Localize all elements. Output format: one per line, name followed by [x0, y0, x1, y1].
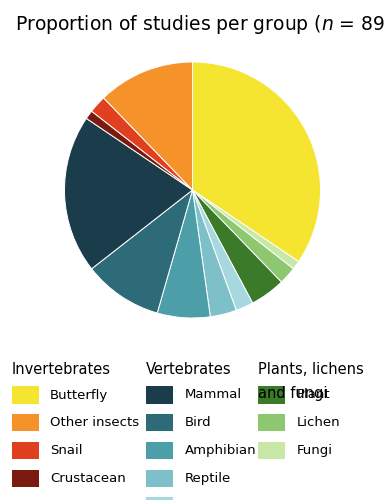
- Text: Proportion of studies per group ($n$ = 89): Proportion of studies per group ($n$ = 8…: [15, 12, 385, 36]
- Wedge shape: [192, 190, 236, 317]
- FancyBboxPatch shape: [258, 414, 285, 432]
- Wedge shape: [92, 98, 192, 190]
- Text: Crustacean: Crustacean: [50, 472, 126, 485]
- Text: Lichen: Lichen: [296, 416, 340, 429]
- Text: Reptile: Reptile: [185, 472, 231, 485]
- Wedge shape: [104, 62, 192, 190]
- FancyBboxPatch shape: [146, 414, 173, 432]
- FancyBboxPatch shape: [12, 414, 38, 432]
- Text: Amphibian: Amphibian: [185, 444, 256, 457]
- FancyBboxPatch shape: [12, 470, 38, 487]
- FancyBboxPatch shape: [146, 442, 173, 459]
- Wedge shape: [86, 111, 192, 190]
- FancyBboxPatch shape: [12, 386, 38, 404]
- Wedge shape: [192, 190, 299, 269]
- Text: Plant: Plant: [296, 388, 330, 402]
- Text: Other insects: Other insects: [50, 416, 139, 429]
- Wedge shape: [157, 190, 210, 318]
- Text: Fungi: Fungi: [296, 444, 333, 457]
- Wedge shape: [192, 190, 253, 310]
- Text: Butterfly: Butterfly: [50, 388, 108, 402]
- Text: Vertebrates: Vertebrates: [146, 362, 232, 377]
- FancyBboxPatch shape: [12, 442, 38, 459]
- Text: and fungi: and fungi: [258, 386, 328, 401]
- Text: Invertebrates: Invertebrates: [12, 362, 110, 377]
- Wedge shape: [92, 190, 192, 313]
- Wedge shape: [65, 118, 192, 269]
- Text: Bird: Bird: [185, 416, 211, 429]
- Wedge shape: [192, 190, 293, 282]
- FancyBboxPatch shape: [146, 498, 173, 500]
- FancyBboxPatch shape: [258, 442, 285, 459]
- FancyBboxPatch shape: [146, 386, 173, 404]
- FancyBboxPatch shape: [258, 386, 285, 404]
- Text: Plants, lichens: Plants, lichens: [258, 362, 364, 377]
- Text: Mammal: Mammal: [185, 388, 242, 402]
- FancyBboxPatch shape: [146, 470, 173, 487]
- Wedge shape: [192, 62, 320, 262]
- Text: Snail: Snail: [50, 444, 82, 457]
- Wedge shape: [192, 190, 281, 303]
